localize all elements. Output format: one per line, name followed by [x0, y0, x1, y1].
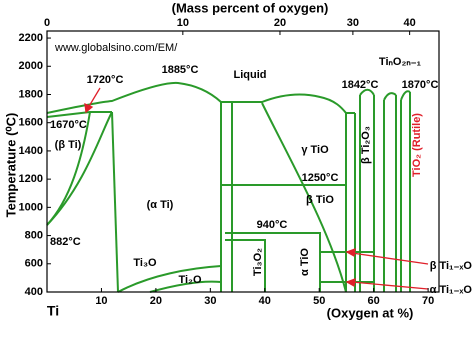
y-tick-label: 1000 — [19, 201, 43, 213]
plot-frame — [46, 30, 440, 293]
annotation: α TiO — [299, 248, 311, 276]
annotation: Ti₂O — [178, 274, 201, 286]
phase-boundaries — [46, 81, 411, 293]
y-tick-label: 2000 — [19, 60, 43, 72]
annotation: (β Ti) — [55, 139, 82, 151]
annotation: Ti₃O — [133, 257, 157, 269]
x-tick-label: 10 — [95, 295, 107, 307]
top-tick-label: 0 — [44, 17, 50, 29]
annotation: 1885°C — [162, 64, 199, 76]
annotation: α Ti₁₋ₓO — [430, 284, 473, 296]
annotation: 1720°C — [87, 74, 124, 86]
annotation: www.globalsino.com/EM/ — [54, 42, 178, 54]
top-tick-label: 30 — [347, 17, 359, 29]
annotation: 1250°C — [302, 172, 339, 184]
x-tick-label: 30 — [204, 295, 216, 307]
x-tick-label: 50 — [313, 295, 325, 307]
y-tick-label: 400 — [25, 286, 43, 298]
annotation: 1870°C — [402, 79, 439, 91]
x-tick-label: 70 — [422, 295, 434, 307]
y-tick-label: 2200 — [19, 32, 43, 44]
annotation: β Ti₂O₃ — [360, 126, 372, 164]
annotation: TiO₂ (Rutile) — [411, 113, 423, 177]
annotation: 940°C — [257, 219, 288, 231]
y-tick-label: 1400 — [19, 145, 43, 157]
x-tick-label: 60 — [368, 295, 380, 307]
annotation: 882°C — [50, 236, 81, 248]
annotation: 1842°C — [342, 79, 379, 91]
arrows — [84, 87, 429, 290]
annotation: TiₙO₂ₙ₋₁ — [379, 56, 422, 68]
y-tick-label: 1800 — [19, 88, 43, 100]
top-tick-label: 40 — [404, 17, 416, 29]
annotation: Ti₃O₂ — [252, 248, 264, 276]
chart-title: (Mass percent of oxygen) — [172, 0, 329, 15]
annotation: β Ti₁₋ₓO — [430, 260, 473, 272]
y-axis-title: Temperature (⁰C) — [3, 113, 18, 218]
annotation: 1670°C — [50, 119, 87, 131]
top-tick-label: 20 — [274, 17, 286, 29]
annotation: γ TiO — [301, 144, 329, 156]
annotation: (α Ti) — [147, 199, 174, 211]
y-tick-label: 800 — [25, 229, 43, 241]
x-axis-title: (Oxygen at %) — [327, 305, 414, 320]
y-tick-label: 1600 — [19, 117, 43, 129]
y-tick-label: 1200 — [19, 173, 43, 185]
x-tick-label: Ti — [47, 303, 59, 319]
x-tick-label: 20 — [150, 295, 162, 307]
y-tick-label: 600 — [25, 258, 43, 270]
annotation: β TiO — [306, 194, 334, 206]
annotation: Liquid — [234, 69, 267, 81]
x-tick-label: 40 — [259, 295, 271, 307]
top-tick-label: 10 — [177, 17, 189, 29]
